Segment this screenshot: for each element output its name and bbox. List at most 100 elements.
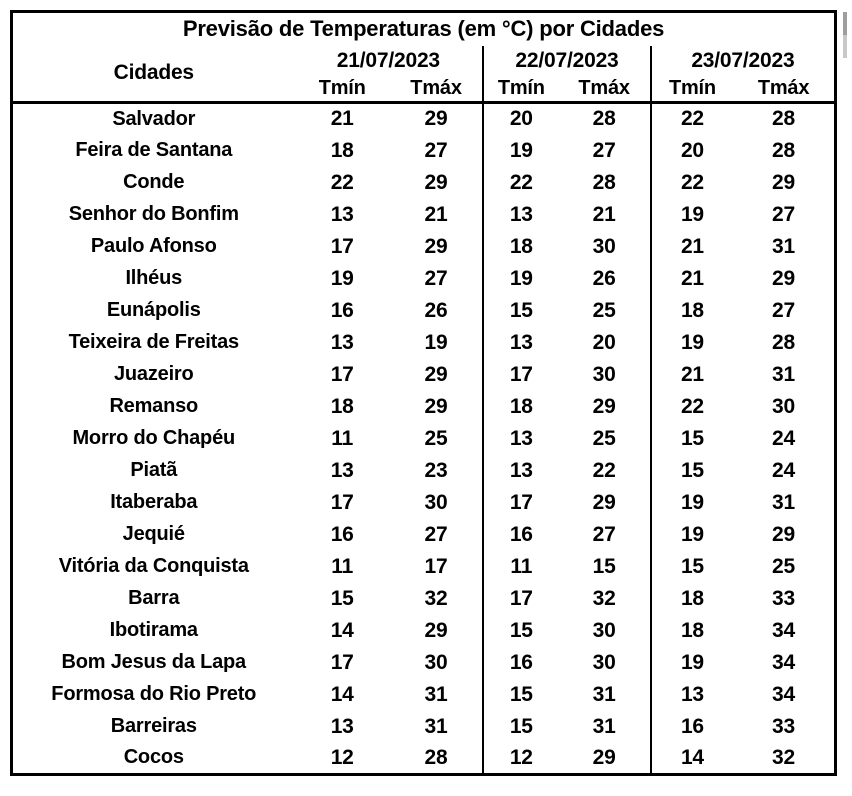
tmax-cell: 23: [389, 454, 485, 487]
tmin-cell: 13: [680, 682, 704, 706]
city-cell: Jequié: [122, 523, 185, 545]
table-body: Salvador 21 29 20 28 22 28 Feira de Santana 18 27…: [12, 102, 836, 775]
tmax-cell: 34: [772, 618, 796, 642]
tmax-cell: 27: [389, 518, 485, 551]
tmin-cell: 13: [330, 714, 354, 738]
tmin-cell: 12: [509, 745, 533, 769]
table-row: Eunápolis 16 26 15 25 18 27: [12, 294, 836, 327]
tmax-cell: 31: [772, 362, 796, 386]
tmin-cell: 21: [680, 362, 704, 386]
table-row: Jequié 16 27 16 27 19 29: [12, 518, 836, 551]
tmin-cell: 18: [680, 298, 704, 322]
tmin-cell: 17: [509, 362, 533, 386]
date-header-row: Cidades 21/07/2023 22/07/2023 23/07/2023: [11, 45, 836, 104]
tmax-cell: 17: [389, 550, 485, 583]
column-header-cities: Cidades: [11, 45, 295, 104]
city-cell: Teixeira de Freitas: [68, 331, 240, 353]
tmin-cell: 15: [330, 586, 354, 610]
tmax-cell: 24: [772, 426, 796, 450]
tmin-cell: 13: [330, 330, 354, 354]
tmin-cell: 14: [330, 682, 354, 706]
tmax-cell: 28: [389, 742, 485, 775]
table-row: Ibotirama 14 29 15 30 18 34: [12, 614, 836, 647]
tmin-cell: 17: [330, 362, 354, 386]
tmin-cell: 22: [680, 170, 704, 194]
column-header-date-1: 21/07/2023: [294, 45, 485, 76]
tmax-cell: 29: [558, 742, 652, 775]
tmin-cell: 19: [509, 266, 533, 290]
tmin-cell: 20: [680, 138, 704, 162]
tmax-cell: 32: [389, 582, 485, 615]
tmax-cell: 29: [772, 266, 796, 290]
tmax-cell: 30: [558, 646, 652, 679]
tmax-cell: 21: [389, 198, 485, 231]
column-header-date-2: 22/07/2023: [483, 45, 652, 76]
table-row: Conde 22 29 22 28 22 29: [12, 166, 836, 199]
tmin-cell: 14: [330, 618, 354, 642]
tmax-cell: 28: [772, 138, 796, 162]
table-row: Barreiras 13 31 15 31 16 33: [12, 710, 836, 743]
column-header-tmin-1: Tmín: [294, 75, 390, 104]
tmax-cell: 27: [389, 262, 485, 295]
tmin-cell: 22: [330, 170, 354, 194]
city-cell: Formosa do Rio Preto: [51, 683, 257, 705]
table-row: Itaberaba 17 30 17 29 19 31: [12, 486, 836, 519]
tmin-cell: 18: [330, 138, 354, 162]
column-header-tmax-3: Tmáx: [733, 75, 836, 104]
table-row: Ilhéus 19 27 19 26 21 29: [12, 262, 836, 295]
city-cell: Ibotirama: [109, 619, 198, 641]
tmax-cell: 27: [558, 518, 652, 551]
column-header-date-3: 23/07/2023: [691, 48, 795, 72]
tmin-cell: 19: [330, 266, 354, 290]
tmin-cell: 18: [509, 234, 533, 258]
tmin-cell: 17: [509, 586, 533, 610]
screen-edge-artifact: [843, 12, 847, 58]
tmax-cell: 29: [389, 102, 485, 135]
city-cell: Bom Jesus da Lapa: [61, 651, 247, 673]
table-row: Formosa do Rio Preto 14 31 15 31 13 34: [12, 678, 836, 711]
tmin-cell: 11: [510, 554, 533, 578]
tmax-cell: 29: [772, 170, 796, 194]
tmax-cell: 29: [558, 486, 652, 519]
table-row: Bom Jesus da Lapa 17 30 16 30 19 34: [12, 646, 836, 679]
column-header-tmin-2: Tmín: [483, 75, 559, 104]
tmin-cell: 21: [680, 266, 704, 290]
table-row: Teixeira de Freitas 13 19 13 20 19 28: [12, 326, 836, 359]
tmax-cell: 29: [389, 230, 485, 263]
tmax-cell: 28: [558, 166, 652, 199]
tmin-cell: 17: [330, 234, 354, 258]
tmax-cell: 20: [558, 326, 652, 359]
tmax-cell: 25: [558, 294, 652, 327]
tmin-cell: 17: [509, 490, 533, 514]
tmin-cell: 15: [680, 426, 704, 450]
tmax-cell: 27: [772, 298, 796, 322]
city-cell: Conde: [123, 171, 185, 193]
tmax-cell: 19: [389, 326, 485, 359]
table-row: Salvador 21 29 20 28 22 28: [12, 102, 836, 135]
city-cell: Eunápolis: [106, 299, 201, 321]
city-cell: Paulo Afonso: [90, 235, 217, 257]
tmax-cell: 30: [558, 230, 652, 263]
tmax-cell: 29: [389, 614, 485, 647]
tmax-cell: 33: [772, 714, 796, 738]
tmin-cell: 19: [680, 202, 704, 226]
tmin-cell: 16: [680, 714, 704, 738]
tmin-cell: 22: [680, 107, 704, 131]
tmax-cell: 28: [772, 107, 796, 131]
tmin-cell: 13: [330, 458, 354, 482]
tmin-cell: 19: [509, 138, 533, 162]
tmax-cell: 30: [389, 486, 485, 519]
tmin-cell: 15: [680, 554, 704, 578]
tmax-cell: 29: [558, 390, 652, 423]
tmin-cell: 15: [680, 458, 704, 482]
tmin-cell: 11: [331, 554, 354, 578]
tmax-cell: 34: [772, 682, 796, 706]
tmax-cell: 27: [772, 202, 796, 226]
tmin-cell: 13: [509, 202, 533, 226]
tmax-cell: 31: [558, 710, 652, 743]
city-cell: Ilhéus: [125, 267, 183, 289]
column-header-tmax-2: Tmáx: [558, 75, 652, 104]
tmax-cell: 29: [389, 390, 485, 423]
tmin-cell: 15: [509, 298, 533, 322]
table-row: Morro do Chapéu 11 25 13 25 15 24: [12, 422, 836, 455]
